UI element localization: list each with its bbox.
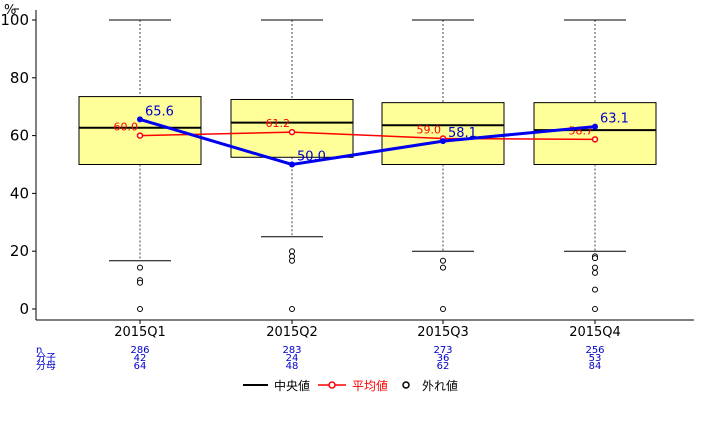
mean-data-label: 60.0	[114, 121, 139, 134]
y-tick-label: 20	[10, 242, 29, 260]
y-tick-label: 100	[0, 11, 29, 29]
mean-data-label: 59.0	[417, 123, 442, 136]
iqr-box	[381, 102, 505, 165]
x-tick-label: 2015Q2	[266, 325, 318, 340]
iqr-box	[533, 102, 657, 165]
stat-n: 273	[433, 345, 452, 356]
outlier-point	[289, 257, 295, 264]
category-labels: 2015Q1 2015Q2 2015Q3 2015Q4	[114, 320, 621, 340]
mean-point	[591, 136, 599, 143]
box-2015Q2	[230, 19, 354, 312]
outlier-point	[289, 306, 295, 312]
outlier-point	[137, 264, 143, 271]
outlier-point	[592, 255, 598, 262]
legend: 中央値 平均値 外れ値	[243, 378, 458, 393]
outlier-point	[137, 279, 143, 286]
outlier-point	[592, 264, 598, 271]
outlier-point	[440, 257, 446, 264]
stats-table: n 分子 分母 286 283 273 256 42 24 36 53 64 48 62 84	[36, 345, 605, 372]
ratio-data-label: 63.1	[600, 112, 629, 127]
mean-data-label: 61.2	[266, 117, 291, 130]
outlier-point	[289, 248, 295, 255]
ratio-point	[137, 116, 143, 123]
stats-row-label-numerator: 分子	[36, 352, 56, 364]
mean-point	[136, 132, 144, 139]
stat-denominator: 84	[589, 361, 602, 372]
outlier-point	[137, 306, 143, 312]
x-tick-label: 2015Q3	[417, 325, 469, 340]
stat-n: 286	[130, 345, 149, 356]
outlier-point	[592, 269, 598, 276]
outlier-point	[592, 286, 598, 293]
x-tick-label: 2015Q1	[114, 325, 166, 340]
mean-line	[139, 131, 596, 141]
box-2015Q1	[78, 19, 202, 312]
stats-row-label-n: n	[36, 345, 42, 356]
ratio-point	[289, 161, 295, 168]
box-2015Q4	[533, 19, 657, 312]
y-tick-label: 40	[10, 184, 29, 202]
stat-numerator: 24	[286, 353, 299, 364]
x-tick-label: 2015Q4	[569, 325, 621, 340]
legend-outlier-marker	[402, 381, 410, 389]
y-unit-label: %	[4, 3, 16, 18]
stat-n: 256	[585, 345, 604, 356]
iqr-box	[230, 98, 354, 158]
ratio-data-label: 50.0	[297, 150, 326, 165]
stat-numerator: 42	[134, 353, 147, 364]
legend-median-label: 中央値	[274, 378, 310, 393]
stat-numerator: 36	[437, 353, 450, 364]
stat-numerator: 53	[589, 353, 602, 364]
ratio-point	[592, 123, 598, 130]
y-tick-label: 60	[10, 127, 29, 145]
outlier-point	[440, 306, 446, 312]
ratio-point	[440, 138, 446, 145]
mean-point	[288, 128, 296, 136]
stat-n: 283	[282, 345, 301, 356]
ratio-data-label: 58.1	[448, 126, 477, 141]
axes: 0 20 40 60 80 100	[0, 10, 694, 321]
box-2015Q3	[381, 19, 505, 312]
y-tick-label: 80	[10, 69, 29, 87]
ratio-line	[139, 117, 596, 167]
y-tick-label: 0	[19, 300, 29, 318]
ratio-data-label: 65.6	[145, 104, 174, 119]
ratio-series: 65.6 50.0 58.1 63.1	[137, 104, 629, 168]
outlier-point	[592, 306, 598, 312]
legend-outlier-label: 外れ値	[422, 378, 458, 393]
legend-mean-marker	[328, 381, 336, 389]
stat-denominator: 62	[437, 361, 450, 372]
outlier-point	[440, 264, 446, 271]
stat-denominator: 48	[286, 361, 299, 372]
legend-mean-label: 平均値	[352, 378, 388, 393]
boxes	[78, 19, 657, 312]
stats-row-label-denominator: 分母	[36, 360, 56, 372]
stat-denominator: 64	[134, 361, 147, 372]
